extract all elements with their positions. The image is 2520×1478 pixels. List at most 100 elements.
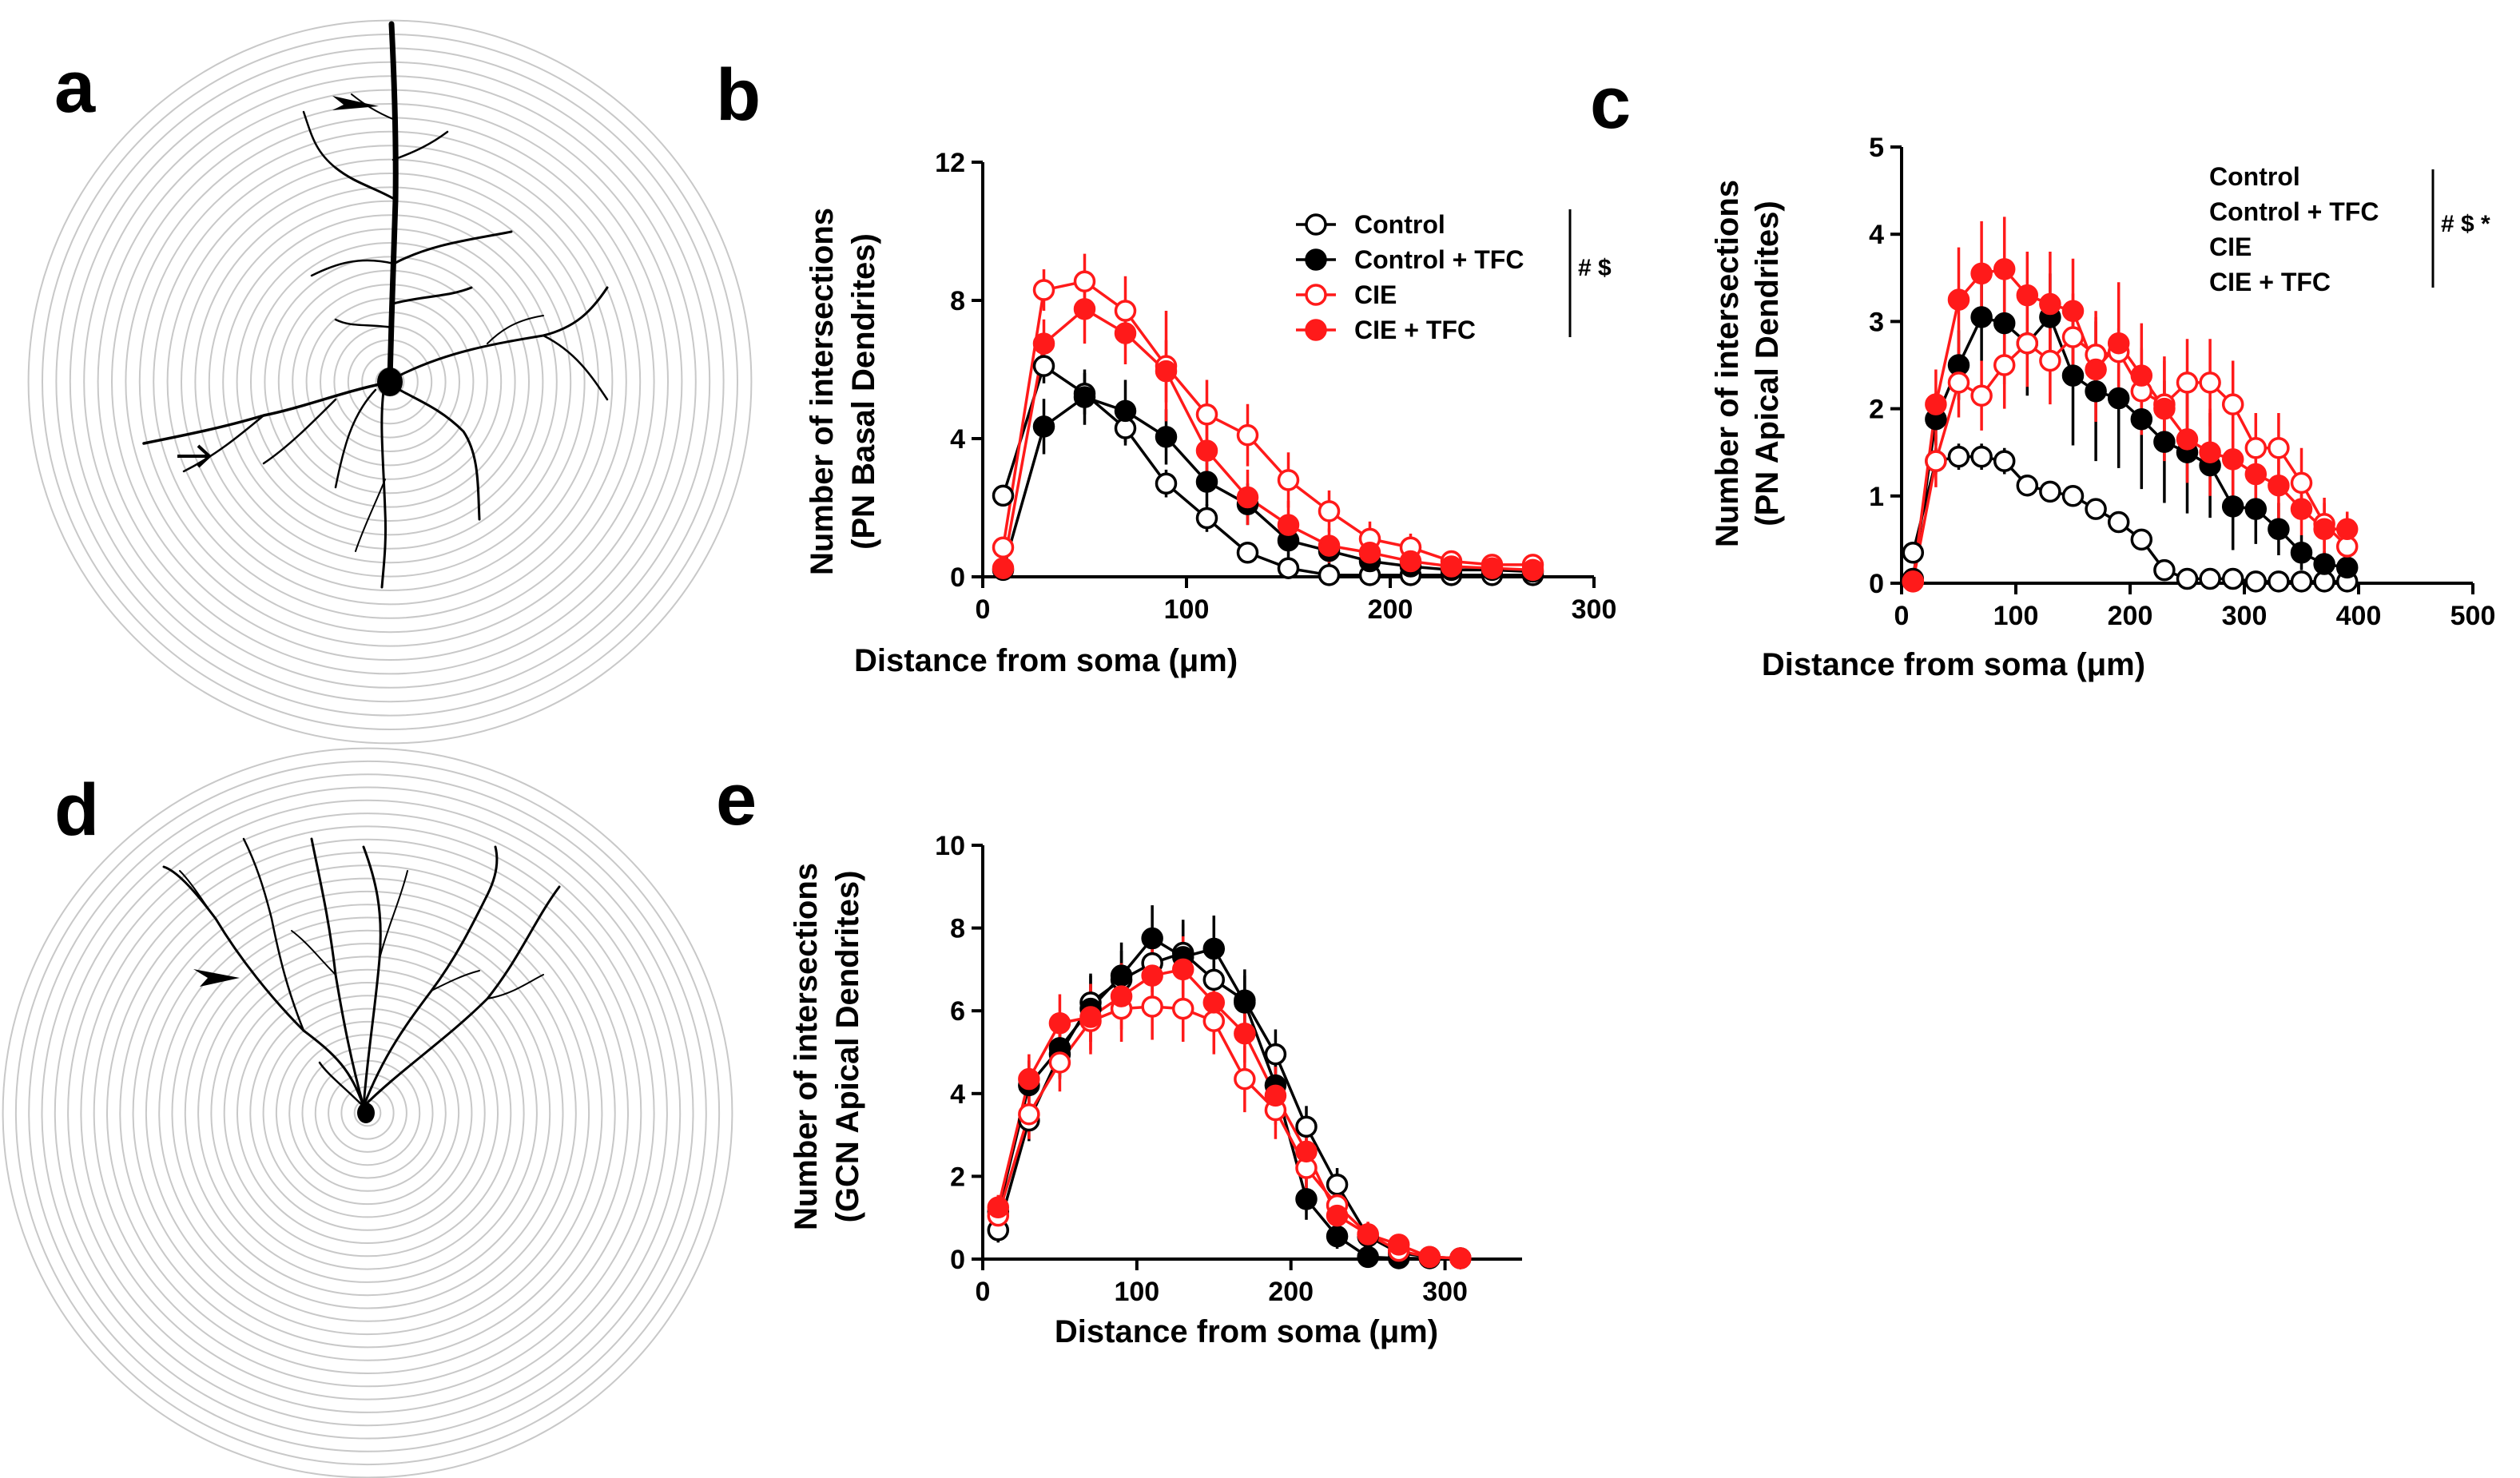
panel-letter-a: a xyxy=(54,46,96,128)
sholl-ring xyxy=(67,813,668,1413)
data-point xyxy=(1155,360,1178,383)
data-point xyxy=(2085,358,2107,381)
data-point xyxy=(1171,958,1194,981)
data-point xyxy=(2085,380,2107,403)
sholl-rings-d xyxy=(2,747,733,1478)
y-tick-label-e: 8 xyxy=(950,914,965,944)
y-tick-label-b: 12 xyxy=(935,148,965,178)
sholl-ring xyxy=(166,158,614,606)
data-point xyxy=(1993,312,2016,335)
arrowhead-icon xyxy=(332,96,379,110)
data-point xyxy=(2199,441,2221,463)
data-point xyxy=(1048,1051,1071,1074)
data-point xyxy=(2221,567,2244,590)
data-point xyxy=(2199,371,2221,394)
data-point xyxy=(2016,332,2039,355)
series-line xyxy=(1001,395,1533,574)
data-point xyxy=(2244,463,2268,486)
ylabel-b-line1: Number of intersections xyxy=(805,208,840,575)
legend-b-control: Control xyxy=(1354,210,1445,239)
data-point xyxy=(2061,364,2085,387)
markers-b-1 xyxy=(992,386,1544,583)
data-point xyxy=(2085,498,2107,520)
legend-b: Control Control + TFC CIE CIE + TFC # $ xyxy=(1296,209,1612,344)
xlabel-b: Distance from soma (μm) xyxy=(854,643,1238,678)
ylabel-c-line2: (PN Apical Dendrites) xyxy=(1750,201,1785,526)
data-point xyxy=(992,557,1015,579)
arrowhead-icon xyxy=(193,969,240,987)
data-point xyxy=(1295,1188,1318,1210)
sholl-ring xyxy=(250,242,530,522)
data-point xyxy=(2335,556,2359,579)
data-point xyxy=(2335,518,2359,541)
series-line xyxy=(996,1005,1461,1260)
data-point xyxy=(1357,1223,1379,1246)
data-point xyxy=(1155,472,1178,495)
ylabel-c-line1: Number of intersections xyxy=(1710,180,1745,547)
x-tick-label-b: 300 xyxy=(1572,594,1617,625)
x-tick-label-b: 100 xyxy=(1164,594,1210,625)
data-point xyxy=(1234,991,1256,1014)
legend-c-control: Control xyxy=(2209,162,2300,191)
x-tick-label-c: 200 xyxy=(2108,601,2153,631)
data-point xyxy=(2290,542,2313,564)
data-point xyxy=(1358,541,1381,564)
data-point xyxy=(1236,486,1259,509)
sholl-ring xyxy=(277,269,503,495)
data-point xyxy=(2268,518,2290,541)
sholl-ring xyxy=(158,904,577,1322)
series-line xyxy=(1001,307,1533,572)
sholl-ring xyxy=(288,1034,447,1192)
y-tick-label-e: 4 xyxy=(950,1079,965,1110)
xlabel-e: Distance from soma (μm) xyxy=(1055,1314,1438,1349)
chart-c: 0 100 200 300 400 500 0 1 2 3 4 5 Distance from som… xyxy=(1710,133,2495,682)
series-e-1 xyxy=(996,905,1461,1260)
legend-marker xyxy=(1305,248,1327,271)
data-point xyxy=(987,1196,1010,1218)
legend-b-control-tfc: Control + TFC xyxy=(1354,245,1524,274)
sholl-ring xyxy=(97,89,683,675)
data-point xyxy=(1202,991,1226,1014)
data-point xyxy=(1326,1174,1349,1196)
data-point xyxy=(2153,558,2176,582)
granule-neuron-tracing xyxy=(162,837,561,1123)
data-point xyxy=(2039,349,2061,372)
data-point xyxy=(1202,968,1226,991)
markers-e-1 xyxy=(987,927,1472,1269)
chart-e: 0 100 200 300 0 2 4 6 8 10 Distance from soma (μm… xyxy=(789,831,1522,1349)
panel-letter-d: d xyxy=(54,769,99,851)
legend-b-cie-tfc: CIE + TFC xyxy=(1354,316,1476,344)
sholl-ring xyxy=(292,284,488,480)
sholl-ring xyxy=(27,19,753,745)
sholl-ring xyxy=(222,214,558,550)
data-point xyxy=(1925,393,1947,415)
data-point xyxy=(1032,279,1055,301)
data-point xyxy=(1018,1103,1040,1126)
data-point xyxy=(1295,1140,1318,1163)
data-point xyxy=(1264,1043,1287,1066)
data-point xyxy=(2313,518,2335,541)
ylabel-b-line2: (PN Basal Dendrites) xyxy=(846,233,881,550)
data-point xyxy=(1171,997,1194,1020)
y-tick-label-c: 5 xyxy=(1869,133,1884,163)
soma-d xyxy=(357,1103,375,1123)
data-point xyxy=(2290,570,2313,593)
data-point xyxy=(1114,300,1137,322)
data-point xyxy=(1277,557,1300,579)
legend-c-cie: CIE xyxy=(2209,232,2252,261)
y-tick-label-e: 2 xyxy=(950,1162,965,1192)
data-point xyxy=(1970,384,1993,407)
sholl-ring xyxy=(41,786,694,1440)
legend-marker xyxy=(1305,213,1327,236)
data-point xyxy=(1141,964,1163,987)
data-point xyxy=(2244,570,2268,593)
data-point xyxy=(1114,399,1137,423)
data-point xyxy=(2061,485,2085,507)
data-point xyxy=(1236,423,1259,447)
y-tick-label-c: 2 xyxy=(1869,395,1884,425)
data-point xyxy=(1326,1204,1349,1227)
sholl-ring xyxy=(93,838,642,1388)
data-point xyxy=(1234,1022,1256,1045)
data-point xyxy=(1141,995,1163,1018)
